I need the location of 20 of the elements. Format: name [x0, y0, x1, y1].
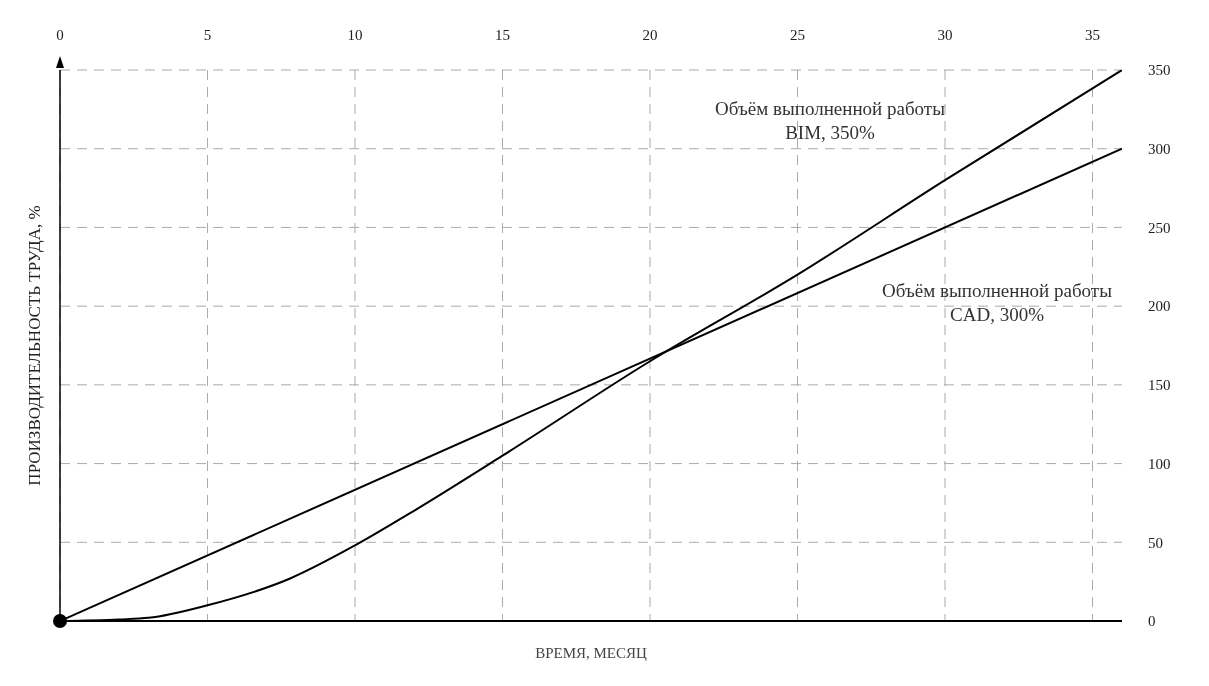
y-tick-label: 150: [1148, 377, 1171, 394]
x-tick-label: 35: [1085, 27, 1100, 43]
x-tick-label: 25: [790, 27, 805, 43]
x-tick-label: 5: [203, 27, 212, 43]
y-tick-label: 0: [1148, 613, 1156, 630]
x-tick-label: 10: [347, 27, 363, 43]
x-axis-title: ВРЕМЯ, МЕСЯЦ: [535, 645, 648, 661]
x-tick-label: 15: [495, 27, 510, 43]
series-label: Объём выполненной работы CAD, 300%: [882, 279, 1113, 325]
y-tick-label: 350: [1148, 62, 1171, 79]
y-tick-label: 50: [1148, 534, 1163, 551]
y-tick-label: 200: [1148, 298, 1171, 315]
y-axis-title: ПРОИЗВОДИТЕЛЬНОСТЬ ТРУДА, %: [25, 205, 45, 486]
y-tick-label: 100: [1148, 455, 1171, 472]
y-tick-label: 300: [1148, 141, 1171, 158]
y-tick-label: 250: [1148, 219, 1171, 236]
series-label: Объём выполненной работы BIM, 350%: [715, 98, 946, 143]
x-tick-label: 0: [56, 27, 64, 43]
x-tick-label: 30: [937, 27, 953, 43]
x-tick-label: 20: [642, 27, 658, 43]
